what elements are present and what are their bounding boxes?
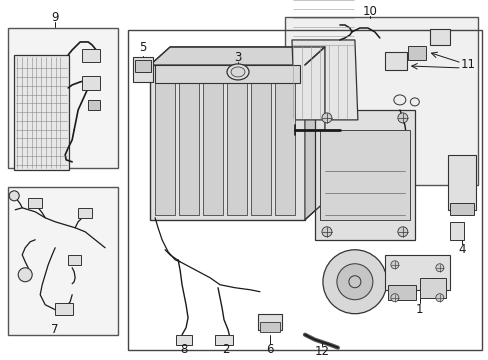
Bar	[55, 303, 73, 315]
Bar	[250, 70, 270, 215]
Bar	[14, 55, 69, 170]
Bar	[447, 155, 475, 210]
Circle shape	[390, 294, 398, 302]
Ellipse shape	[230, 67, 244, 77]
Circle shape	[9, 191, 19, 201]
Text: 10: 10	[362, 5, 377, 18]
Text: 9: 9	[51, 12, 59, 24]
Bar	[274, 70, 294, 215]
Polygon shape	[150, 47, 324, 65]
Bar	[449, 203, 473, 215]
Ellipse shape	[409, 98, 419, 106]
Bar	[319, 130, 409, 220]
Bar	[419, 278, 445, 298]
Ellipse shape	[226, 64, 248, 80]
Text: 6: 6	[265, 343, 273, 356]
Bar	[258, 314, 282, 330]
Bar	[215, 335, 233, 345]
Bar	[384, 52, 406, 70]
Bar	[150, 65, 305, 220]
Polygon shape	[305, 47, 324, 220]
Bar	[203, 70, 223, 215]
Circle shape	[348, 276, 360, 288]
Bar	[82, 76, 100, 90]
Circle shape	[397, 227, 407, 237]
Circle shape	[336, 264, 372, 300]
Bar	[8, 187, 118, 335]
Text: 7: 7	[51, 323, 59, 336]
Circle shape	[322, 250, 386, 314]
Text: 4: 4	[457, 243, 465, 256]
Bar	[155, 65, 299, 83]
Circle shape	[435, 264, 443, 272]
Text: 1: 1	[415, 303, 423, 316]
Text: 8: 8	[180, 343, 187, 356]
Bar	[387, 285, 415, 300]
Bar	[82, 49, 100, 62]
Text: 2: 2	[222, 343, 229, 356]
Bar	[155, 70, 175, 215]
Bar	[449, 222, 463, 240]
Bar	[68, 255, 81, 265]
Bar	[128, 30, 481, 350]
Circle shape	[435, 294, 443, 302]
Text: 11: 11	[459, 58, 474, 71]
Bar	[285, 17, 477, 185]
Bar	[135, 60, 151, 72]
Bar	[78, 208, 92, 218]
Circle shape	[390, 261, 398, 269]
Bar	[88, 100, 100, 110]
Bar	[314, 110, 414, 240]
Bar	[179, 70, 199, 215]
Bar	[260, 322, 280, 332]
Text: 5: 5	[139, 41, 146, 54]
Text: 3: 3	[234, 51, 241, 64]
Bar	[384, 255, 449, 290]
Circle shape	[321, 227, 331, 237]
Bar	[407, 46, 425, 60]
Polygon shape	[291, 40, 357, 120]
Circle shape	[397, 113, 407, 123]
Bar	[176, 335, 192, 345]
Bar	[429, 29, 449, 45]
Circle shape	[321, 113, 331, 123]
Bar	[28, 198, 42, 208]
Circle shape	[18, 268, 32, 282]
Ellipse shape	[393, 95, 405, 105]
Bar	[133, 57, 153, 82]
Bar	[8, 28, 118, 168]
Text: 12: 12	[314, 345, 329, 358]
Bar	[226, 70, 246, 215]
